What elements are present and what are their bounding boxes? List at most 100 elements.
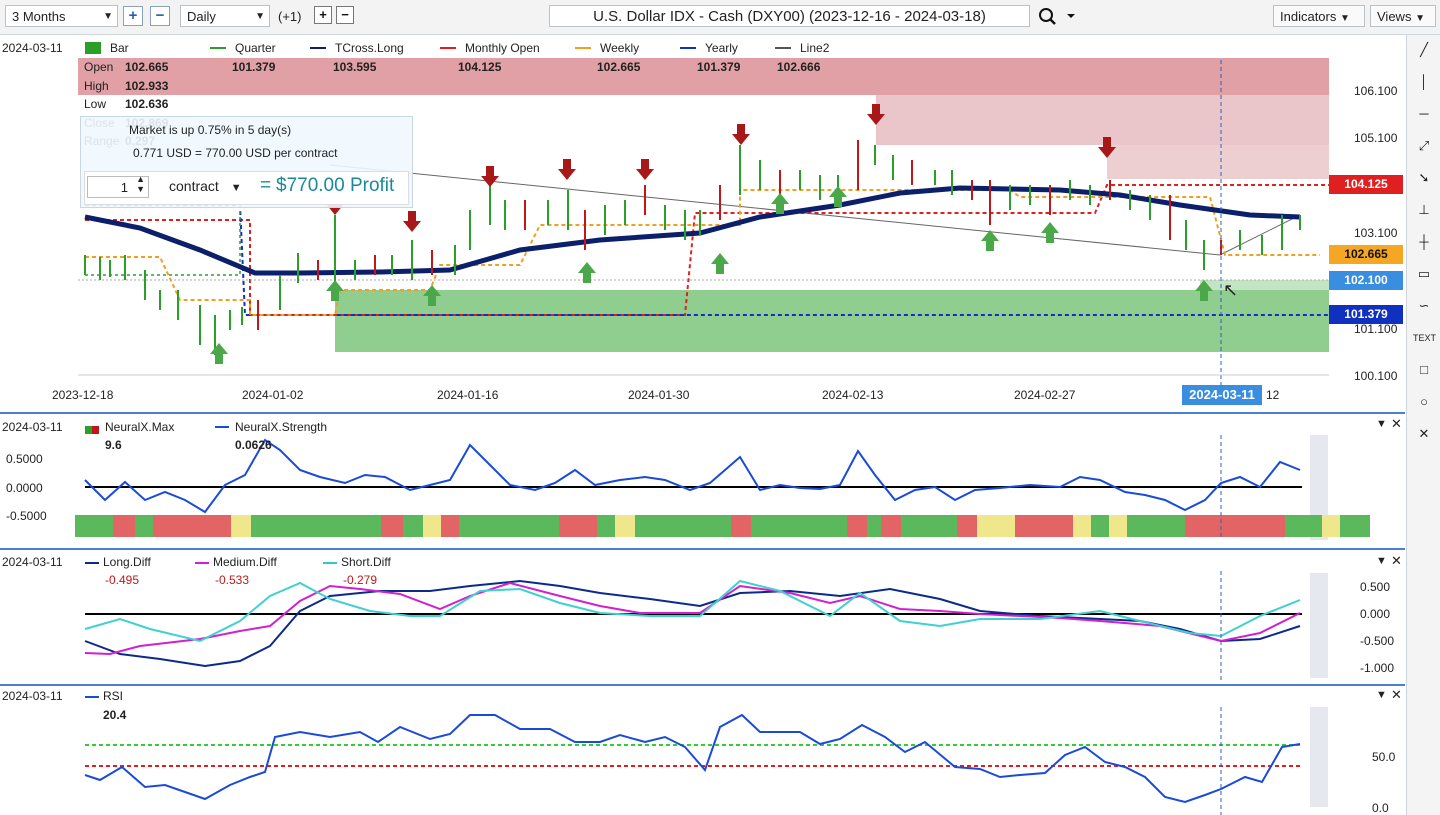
horizontal-line-icon[interactable]: ─ xyxy=(1419,106,1429,121)
legend-value: -0.279 xyxy=(343,573,378,587)
zoom-in-button[interactable]: + xyxy=(123,6,143,26)
offset-minus-button[interactable]: − xyxy=(336,6,354,24)
comment-icon[interactable]: ▭ xyxy=(1417,266,1431,281)
close-icon[interactable]: ✕ xyxy=(1391,416,1402,431)
buy-signal-arrow xyxy=(771,193,789,214)
diff-chart[interactable] xyxy=(0,551,1406,683)
price-chart[interactable] xyxy=(0,35,1406,413)
neuralx-max-cell xyxy=(1091,515,1109,537)
close-icon[interactable]: ✕ xyxy=(1391,553,1402,568)
legend-swatch xyxy=(575,47,591,49)
panel-divider[interactable] xyxy=(0,412,1405,414)
neuralx-max-cell xyxy=(1285,515,1322,537)
legend-label: Yearly xyxy=(705,41,738,55)
buy-signal-arrow xyxy=(326,280,344,301)
sell-signal-arrow xyxy=(481,166,499,187)
zoom-out-button[interactable]: − xyxy=(150,6,170,26)
y-tick-label: 50.0 xyxy=(1372,750,1396,764)
neuralx-max-cell xyxy=(957,515,977,537)
close-icon[interactable]: ✕ xyxy=(1391,687,1402,702)
legend-swatch xyxy=(85,42,101,54)
rectangle-icon[interactable]: □ xyxy=(1420,362,1428,377)
neuralx-strength-series xyxy=(84,438,1301,514)
y-tick-label: 103.100 xyxy=(1354,226,1398,240)
crosshair-icon[interactable]: ┼ xyxy=(1419,234,1429,249)
legend-swatch xyxy=(323,562,337,564)
neuralx-max-cell xyxy=(615,515,635,537)
weekly-series xyxy=(85,189,1320,316)
buy-signal-arrow xyxy=(1041,222,1059,243)
neuralx-max-cell xyxy=(231,515,251,537)
neuralx-max-cell xyxy=(881,515,901,537)
line-tool-icon[interactable]: ╱ xyxy=(1420,42,1428,57)
legend-swatch xyxy=(680,47,696,49)
legend-label: Bar xyxy=(110,41,129,55)
y-tick-label: 0.000 xyxy=(1360,607,1391,621)
resistance-zone xyxy=(78,58,1329,95)
price-tag: 102.100 xyxy=(1329,271,1403,290)
trend-tool-icon[interactable]: ⤢ xyxy=(1418,138,1430,153)
sell-signal-arrow xyxy=(558,159,576,180)
wave-icon[interactable]: ∽ xyxy=(1418,298,1430,313)
ohlc-value: 102.933 xyxy=(125,78,169,93)
search-icon xyxy=(1039,8,1075,25)
search-button[interactable] xyxy=(1036,5,1080,27)
profit-calculator: 1 ▲ ▼ contract ▼ = $770.00 Profit xyxy=(84,171,409,205)
offset-plus-button[interactable]: + xyxy=(314,6,332,24)
neuralx-max-cell xyxy=(1015,515,1073,537)
toolbar: 3 Months ▼ + − Daily ▼ (+1) + − U.S. Dolla… xyxy=(0,0,1440,35)
y-tick-label: -0.500 xyxy=(1360,634,1395,648)
fib-tool-icon[interactable]: ⊥ xyxy=(1418,202,1430,217)
cursor-tool-icon[interactable]: ➘ xyxy=(1418,170,1430,185)
cursor-date-tag: 2024-03-11 xyxy=(1182,385,1262,405)
neuralx-scroll-track[interactable] xyxy=(1310,435,1328,540)
x-tick-label: 12 xyxy=(1266,388,1280,402)
price-tag: 101.379 xyxy=(1329,305,1403,324)
circle-icon[interactable]: ○ xyxy=(1420,394,1428,409)
panel-menu-icon[interactable]: ▼ xyxy=(1376,689,1387,701)
vertical-line-icon[interactable]: │ xyxy=(1419,74,1429,89)
text-icon[interactable]: TEXT xyxy=(1413,333,1437,343)
indicators-menu[interactable]: Indicators ▼ xyxy=(1273,5,1365,27)
mouse-cursor-icon: ↖ xyxy=(1223,280,1239,300)
views-menu[interactable]: Views ▼ xyxy=(1370,5,1436,27)
price-tag: 102.665 xyxy=(1329,245,1403,264)
buy-signal-arrow xyxy=(578,262,596,283)
diff-scroll-track[interactable] xyxy=(1310,573,1328,678)
chevron-down-icon: ▼ xyxy=(1415,13,1425,24)
interval-select[interactable]: Daily ▼ xyxy=(180,5,270,27)
panel-menu-icon[interactable]: ▼ xyxy=(1376,555,1387,567)
drawing-toolbar: ╱ │ ─ ⤢ ➘ ⊥ ┼ ▭ ∽ TEXT □ ○ ✕ xyxy=(1406,35,1440,815)
diff-panel-date: 2024-03-11 xyxy=(2,555,63,569)
resistance-zone-upper xyxy=(876,95,1329,145)
panel-divider[interactable] xyxy=(0,684,1405,686)
symbol-title[interactable]: U.S. Dollar IDX - Cash (DXY00) (2023-12-… xyxy=(549,5,1030,27)
close-icon[interactable]: ✕ xyxy=(1418,426,1430,441)
neuralx-max-cell xyxy=(403,515,423,537)
chevron-down-icon: ▼ xyxy=(103,11,113,22)
x-tick-label: 2024-01-02 xyxy=(242,388,304,402)
legend-value: 103.595 xyxy=(333,60,377,74)
y-tick-label: -0.5000 xyxy=(6,509,47,523)
legend-label: NeuralX.Strength xyxy=(235,420,328,434)
unit-select[interactable]: contract ▼ xyxy=(169,178,242,194)
quantity-stepper[interactable]: 1 ▲ ▼ xyxy=(87,174,149,198)
y-tick-label: 0.500 xyxy=(1360,580,1391,594)
range-select[interactable]: 3 Months ▼ xyxy=(5,5,118,27)
sell-signal-arrow xyxy=(867,104,885,125)
legend-swatch xyxy=(440,47,456,49)
neuralx-max-cell xyxy=(1109,515,1127,537)
rsi-chart[interactable] xyxy=(0,687,1406,815)
panel-menu-icon[interactable]: ▼ xyxy=(1376,418,1387,430)
y-tick-label: 0.0 xyxy=(1372,801,1389,815)
panel-divider[interactable] xyxy=(0,548,1405,550)
neuralx-max-cell xyxy=(635,515,731,537)
y-tick-label: 106.100 xyxy=(1354,84,1398,98)
neuralx-max-cell xyxy=(1322,515,1340,537)
buy-signal-arrow xyxy=(210,343,228,364)
buy-signal-arrow xyxy=(711,253,729,274)
rsi-scroll-track[interactable] xyxy=(1310,707,1328,807)
neuralx-chart[interactable] xyxy=(0,415,1406,547)
ohlc-label: High xyxy=(84,78,109,93)
legend-label: Quarter xyxy=(235,41,276,55)
